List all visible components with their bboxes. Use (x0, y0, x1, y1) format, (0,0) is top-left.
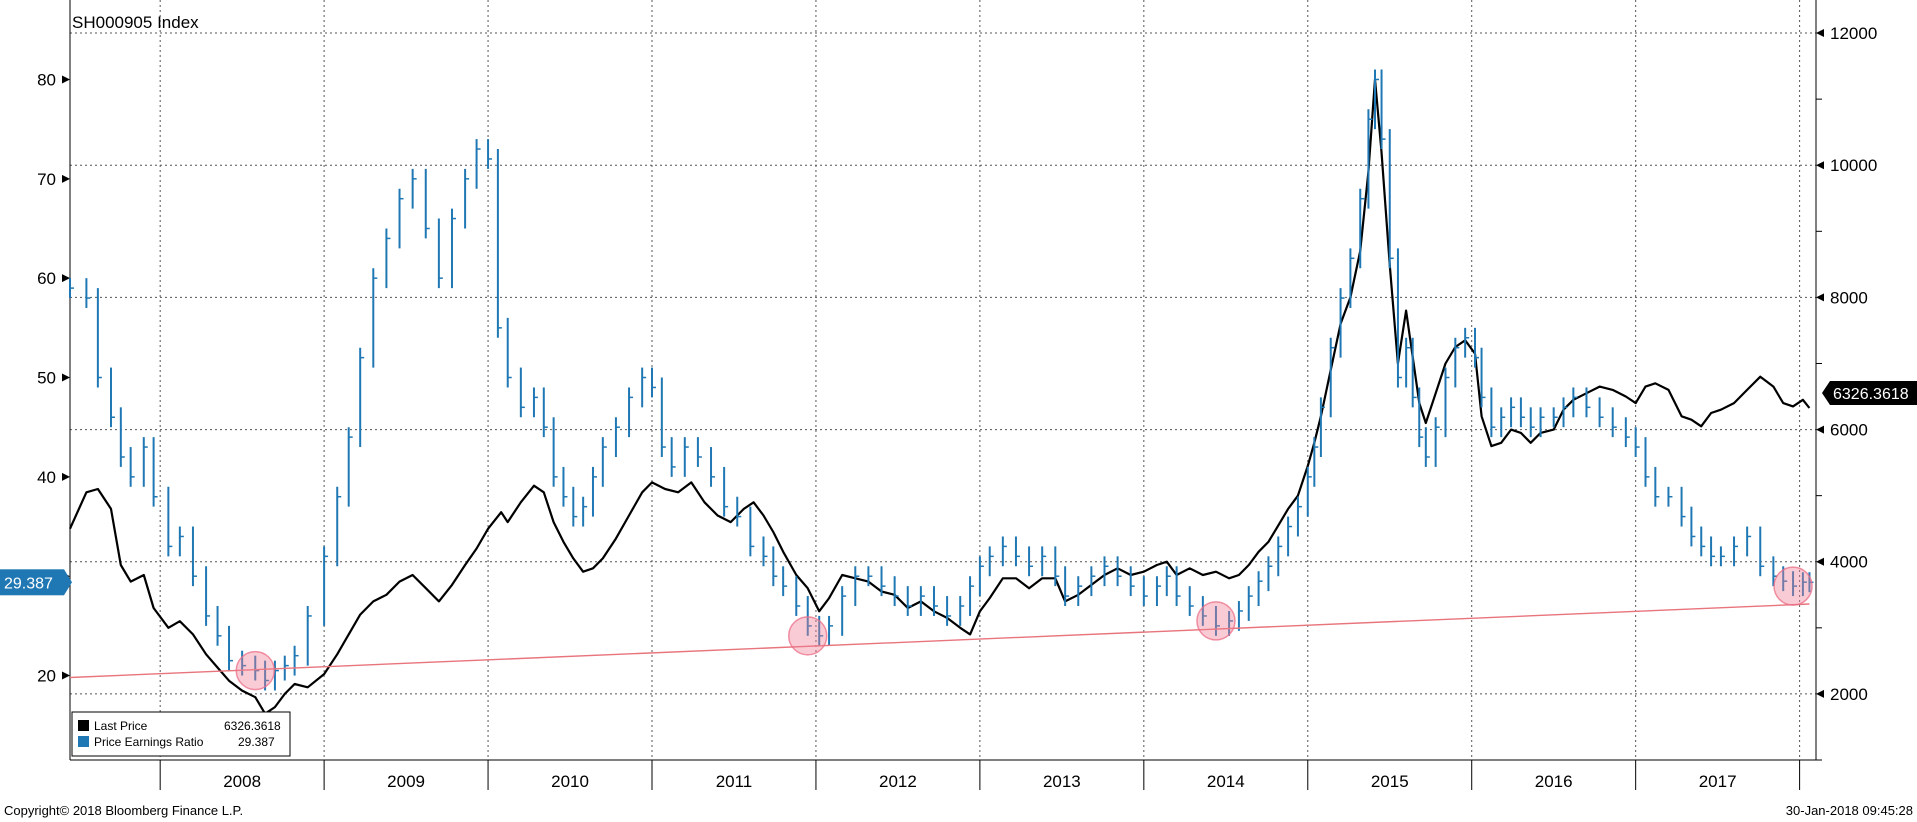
right-tick-mark (1816, 293, 1824, 302)
year-label: 2013 (1043, 772, 1081, 791)
left-badge-text: 29.387 (4, 575, 53, 592)
left-tick-label: 40 (37, 468, 56, 487)
legend-swatch-last-price (78, 720, 89, 731)
right-value-badge: 6326.3618 (1822, 381, 1917, 405)
highlight-layer (235, 566, 1813, 691)
left-tick-mark (62, 373, 70, 382)
axes (69, 0, 1817, 761)
legend: Last Price 6326.3618 Price Earnings Rati… (71, 711, 291, 757)
timestamp-text: 30-Jan-2018 09:45:28 (1786, 803, 1913, 818)
left-value-badge: 29.387 (0, 569, 72, 596)
right-tick-label: 2000 (1830, 685, 1868, 704)
right-tick-label: 10000 (1830, 156, 1877, 175)
year-labels: 2008 2009 2010 2011 2012 2013 2014 2015 2016 2017 (223, 772, 1736, 791)
support-trendline-line (69, 603, 1810, 679)
left-tick-mark (62, 472, 70, 481)
series-layer (68, 69, 1814, 715)
right-badge-text: 6326.3618 (1833, 386, 1909, 403)
year-label: 2009 (387, 772, 425, 791)
gridlines (70, 0, 1816, 790)
chart-title: SH000905 Index (72, 13, 199, 32)
left-tick-label: 60 (37, 269, 56, 288)
legend-label-last-price: Last Price (94, 719, 148, 733)
right-tick-label: 6000 (1830, 421, 1868, 440)
right-tick-label: 12000 (1830, 24, 1877, 43)
last-price-line (68, 78, 1811, 715)
left-tick-label: 80 (37, 70, 56, 89)
highlight-circle (787, 616, 828, 656)
legend-value-pe-ratio: 29.387 (238, 735, 275, 749)
year-label: 2012 (879, 772, 917, 791)
left-tick-mark (62, 174, 70, 183)
year-label: 2017 (1699, 772, 1737, 791)
right-tick-label: 8000 (1830, 288, 1868, 307)
year-label: 2016 (1535, 772, 1573, 791)
left-tick-label: 50 (37, 369, 56, 388)
year-label: 2011 (716, 772, 753, 791)
left-tick-label: 70 (37, 170, 56, 189)
legend-value-last-price: 6326.3618 (224, 719, 281, 733)
right-tick-mark (1816, 689, 1824, 698)
year-label: 2015 (1371, 772, 1409, 791)
legend-label-pe-ratio: Price Earnings Ratio (94, 735, 204, 749)
left-tick-label: 20 (37, 667, 56, 686)
right-tick-label: 4000 (1830, 553, 1868, 572)
left-tick-mark (62, 671, 70, 680)
right-axis-ticks: 2000 4000 6000 8000 10000 12000 (1816, 24, 1877, 761)
year-label: 2010 (551, 772, 589, 791)
highlight-circle (1196, 601, 1236, 641)
copyright-text: Copyright© 2018 Bloomberg Finance L.P. (4, 803, 243, 818)
highlight-circle (235, 650, 276, 691)
right-tick-mark (1816, 425, 1824, 434)
right-tick-mark (1816, 29, 1824, 38)
left-tick-mark (62, 75, 70, 84)
year-label: 2014 (1207, 772, 1245, 791)
right-tick-mark (1816, 161, 1824, 170)
highlight-circle (1773, 566, 1813, 606)
right-tick-mark (1816, 557, 1824, 566)
year-label: 2008 (223, 772, 261, 791)
left-tick-mark (62, 274, 70, 283)
legend-swatch-pe-ratio (78, 736, 89, 747)
